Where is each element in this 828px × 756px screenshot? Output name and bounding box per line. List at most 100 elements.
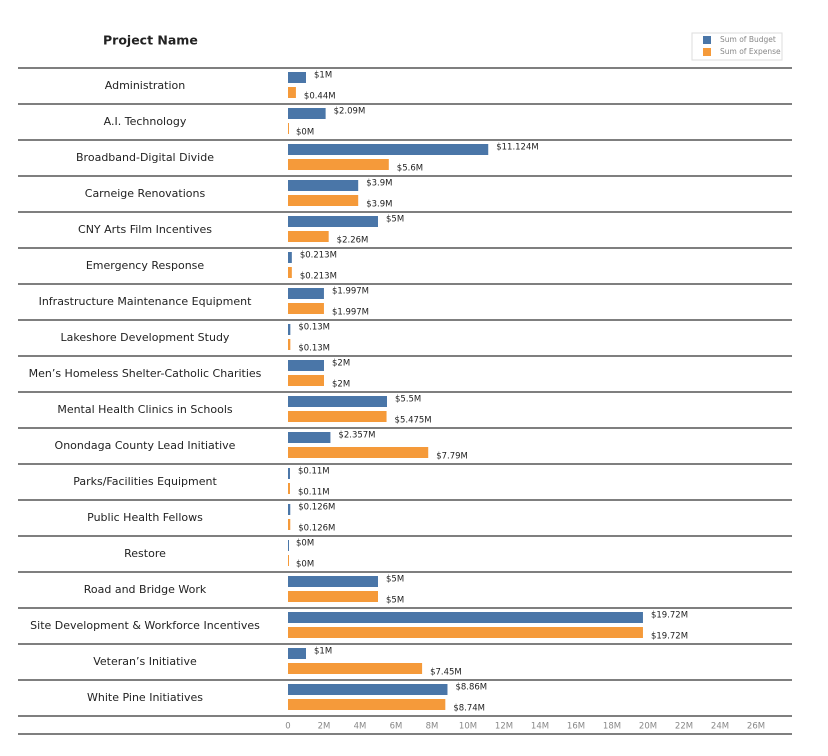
category-label: A.I. Technology xyxy=(104,115,187,128)
bar xyxy=(288,72,306,83)
category-label: Onondaga County Lead Initiative xyxy=(55,439,236,452)
value-label: $19.72M xyxy=(651,611,688,621)
value-label: $7.79M xyxy=(436,452,468,462)
value-label: $2M xyxy=(332,359,350,369)
category-label: Carneige Renovations xyxy=(85,187,206,200)
value-label: $0.213M xyxy=(300,251,337,261)
bar xyxy=(288,504,291,515)
value-label: $0.126M xyxy=(298,503,335,513)
value-label: $0.126M xyxy=(298,524,335,534)
bar xyxy=(288,591,378,602)
value-label: $0M xyxy=(296,560,314,570)
bar xyxy=(288,612,643,623)
x-tick-label: 16M xyxy=(567,722,585,732)
value-label: $3.9M xyxy=(366,200,392,210)
bar xyxy=(288,684,448,695)
value-label: $5M xyxy=(386,596,404,606)
bar xyxy=(288,267,292,278)
value-label: $11.124M xyxy=(496,143,538,153)
value-label: $0.11M xyxy=(298,467,330,477)
value-label: $1.997M xyxy=(332,308,369,318)
category-label: CNY Arts Film Incentives xyxy=(78,223,212,236)
category-label: Veteran’s Initiative xyxy=(93,655,197,668)
x-tick-label: 20M xyxy=(639,722,657,732)
bar xyxy=(288,195,359,206)
bar xyxy=(288,663,423,674)
value-label: $0.11M xyxy=(298,488,330,498)
category-label: Restore xyxy=(124,547,166,560)
bar xyxy=(288,555,289,566)
x-tick-label: 10M xyxy=(459,722,477,732)
x-tick-label: 6M xyxy=(390,722,403,732)
x-tick-label: 26M xyxy=(747,722,765,732)
value-label: $2M xyxy=(332,380,350,390)
x-tick-label: 14M xyxy=(531,722,549,732)
legend-swatch xyxy=(703,48,711,56)
bar xyxy=(288,144,489,155)
value-label: $2.26M xyxy=(337,236,369,246)
value-label: $1M xyxy=(314,71,332,81)
x-tick-label: 18M xyxy=(603,722,621,732)
bar xyxy=(288,483,290,494)
legend-swatch xyxy=(703,36,711,44)
x-tick-label: 4M xyxy=(354,722,367,732)
category-label: Site Development & Workforce Incentives xyxy=(30,619,260,632)
value-label: $5M xyxy=(386,575,404,585)
bar xyxy=(288,468,290,479)
x-tick-label: 8M xyxy=(426,722,439,732)
x-tick-label: 22M xyxy=(675,722,693,732)
value-label: $2.357M xyxy=(338,431,375,441)
x-tick-label: 12M xyxy=(495,722,513,732)
category-label: White Pine Initiatives xyxy=(87,691,203,704)
bar xyxy=(288,432,331,443)
category-label: Road and Bridge Work xyxy=(84,583,207,596)
legend-label: Sum of Budget xyxy=(720,35,776,44)
bar xyxy=(288,216,378,227)
bar xyxy=(288,252,292,263)
category-label: Parks/Facilities Equipment xyxy=(73,475,217,488)
bar xyxy=(288,288,324,299)
bar xyxy=(288,576,378,587)
category-label: Broadband-Digital Divide xyxy=(76,151,214,164)
category-axis-label: Project Name xyxy=(103,33,198,48)
value-label: $5.475M xyxy=(395,416,432,426)
category-label: Men’s Homeless Shelter-Catholic Charitie… xyxy=(29,367,262,380)
bar xyxy=(288,519,291,530)
category-label: Emergency Response xyxy=(86,259,205,272)
value-label: $0.13M xyxy=(298,344,330,354)
bar xyxy=(288,159,389,170)
value-label: $0.44M xyxy=(304,92,336,102)
legend-label: Sum of Expense xyxy=(720,47,781,56)
value-label: $2.09M xyxy=(334,107,366,117)
value-label: $7.45M xyxy=(430,668,462,678)
value-label: $5M xyxy=(386,215,404,225)
value-label: $0M xyxy=(296,539,314,549)
x-tick-label: 2M xyxy=(318,722,331,732)
value-label: $8.86M xyxy=(455,683,487,693)
value-label: $0.13M xyxy=(298,323,330,333)
category-label: Administration xyxy=(105,79,186,92)
category-label: Mental Health Clinics in Schools xyxy=(57,403,233,416)
bar xyxy=(288,108,326,119)
value-label: $0M xyxy=(296,128,314,138)
bar xyxy=(288,396,387,407)
category-label: Public Health Fellows xyxy=(87,511,203,524)
category-label: Infrastructure Maintenance Equipment xyxy=(39,295,253,308)
bar xyxy=(288,375,324,386)
value-label: $1M xyxy=(314,647,332,657)
value-label: $8.74M xyxy=(453,704,485,714)
bar xyxy=(288,648,306,659)
category-label: Lakeshore Development Study xyxy=(61,331,230,344)
bar xyxy=(288,699,446,710)
bar xyxy=(288,123,289,134)
bar xyxy=(288,324,291,335)
value-label: $0.213M xyxy=(300,272,337,282)
bar xyxy=(288,339,291,350)
value-label: $5.6M xyxy=(397,164,423,174)
bar xyxy=(288,360,324,371)
value-label: $1.997M xyxy=(332,287,369,297)
bar xyxy=(288,627,643,638)
bar xyxy=(288,447,429,458)
